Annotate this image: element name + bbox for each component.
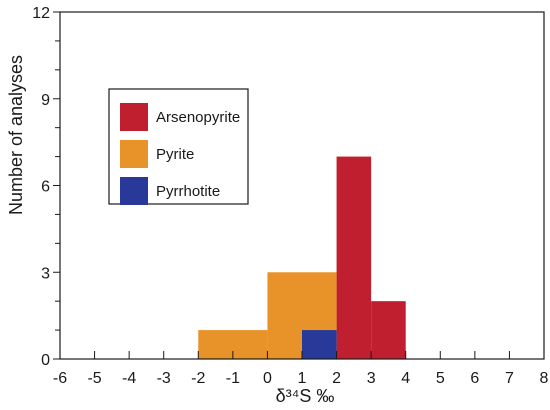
legend-swatch-pyrite — [120, 140, 148, 168]
bar-arsenopyrite-0 — [336, 156, 372, 359]
y-tick-label: 9 — [41, 92, 50, 109]
x-tick-label: 1 — [298, 370, 307, 387]
x-tick-label: -1 — [226, 370, 240, 387]
bar-pyrrhotite-0 — [302, 330, 337, 359]
y-axis-title: Number of analyses — [6, 55, 26, 215]
legend-label-pyrrhotite: Pyrrhotite — [156, 183, 220, 200]
x-tick-label: 2 — [332, 370, 341, 387]
x-axis-ticks: -6 -5 -4 -3 -2 -1 0 1 2 3 4 5 6 7 8 — [53, 351, 549, 387]
y-axis-ticks: 0 3 6 9 12 — [32, 5, 60, 369]
bar-arsenopyrite-1 — [371, 301, 406, 359]
x-tick-label: -6 — [53, 370, 67, 387]
x-tick-label: 7 — [505, 370, 514, 387]
x-tick-label: 6 — [470, 370, 479, 387]
x-tick-label: -5 — [87, 370, 101, 387]
y-tick-label: 3 — [41, 265, 50, 282]
x-axis-title: δ³⁴S ‰ — [276, 386, 335, 406]
y-tick-label: 12 — [32, 5, 50, 22]
legend-label-pyrite: Pyrite — [156, 146, 194, 163]
y-tick-label: 6 — [41, 179, 50, 196]
legend: Arsenopyrite Pyrite Pyrrhotite — [108, 88, 249, 205]
legend-label-arsenopyrite: Arsenopyrite — [156, 109, 240, 126]
x-tick-label: 3 — [367, 370, 376, 387]
x-tick-label: 4 — [401, 370, 410, 387]
bar-pyrite-1 — [267, 272, 302, 359]
bars-group — [198, 156, 406, 359]
x-tick-label: 8 — [540, 370, 549, 387]
legend-swatch-pyrrhotite — [120, 177, 148, 205]
x-tick-label: 0 — [263, 370, 272, 387]
x-tick-label: 5 — [436, 370, 445, 387]
x-tick-label: -3 — [157, 370, 171, 387]
y-tick-label: 0 — [41, 352, 50, 369]
x-tick-label: -2 — [191, 370, 205, 387]
legend-swatch-arsenopyrite — [120, 103, 148, 131]
x-tick-label: -4 — [122, 370, 136, 387]
